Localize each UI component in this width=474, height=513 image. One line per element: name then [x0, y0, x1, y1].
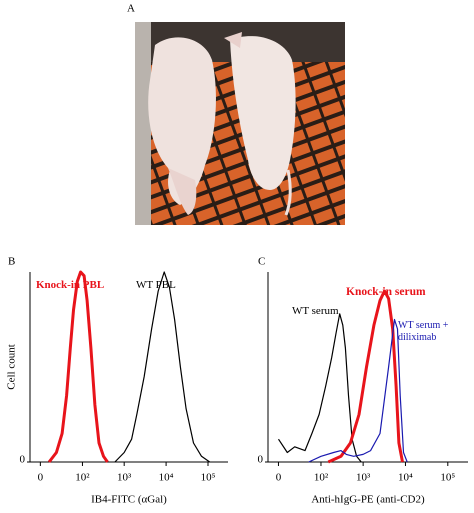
- series-line: [277, 313, 362, 463]
- x-tick-label: 0: [38, 472, 44, 484]
- series-label: Knock-in PBL: [36, 279, 105, 291]
- x-tick-label: 10³: [356, 472, 371, 484]
- x-tick-label: 0: [276, 472, 282, 484]
- series-line: [308, 318, 408, 463]
- series-line: [327, 289, 404, 464]
- series-line: [114, 271, 211, 463]
- series-label: WT PBL: [136, 279, 176, 291]
- panel-label: C: [258, 256, 265, 268]
- y-tick-label: 0: [20, 454, 26, 466]
- series-label: Knock-in serum: [346, 286, 426, 298]
- x-tick-label: 10⁵: [201, 472, 216, 484]
- y-tick-label: 0: [258, 454, 264, 466]
- x-axis-label: IB4-FITC (αGal): [91, 494, 167, 506]
- y-axis-label: Cell count: [6, 344, 18, 390]
- series-label: WT serum + diliximab: [398, 320, 449, 343]
- panel-label: A: [127, 3, 135, 15]
- panel-label: B: [8, 256, 15, 268]
- x-axis-label: Anti-hIgG-PE (anti-CD2): [311, 494, 425, 506]
- x-tick-label: 10⁴: [398, 472, 413, 484]
- x-tick-label: 10³: [117, 472, 132, 484]
- series-label: WT serum: [292, 305, 339, 317]
- x-tick-label: 10²: [75, 472, 90, 484]
- photo: [135, 22, 345, 225]
- x-tick-label: 10²: [314, 472, 329, 484]
- series-line: [47, 270, 109, 463]
- x-tick-label: 10⁴: [159, 472, 174, 484]
- x-tick-label: 10⁵: [440, 472, 455, 484]
